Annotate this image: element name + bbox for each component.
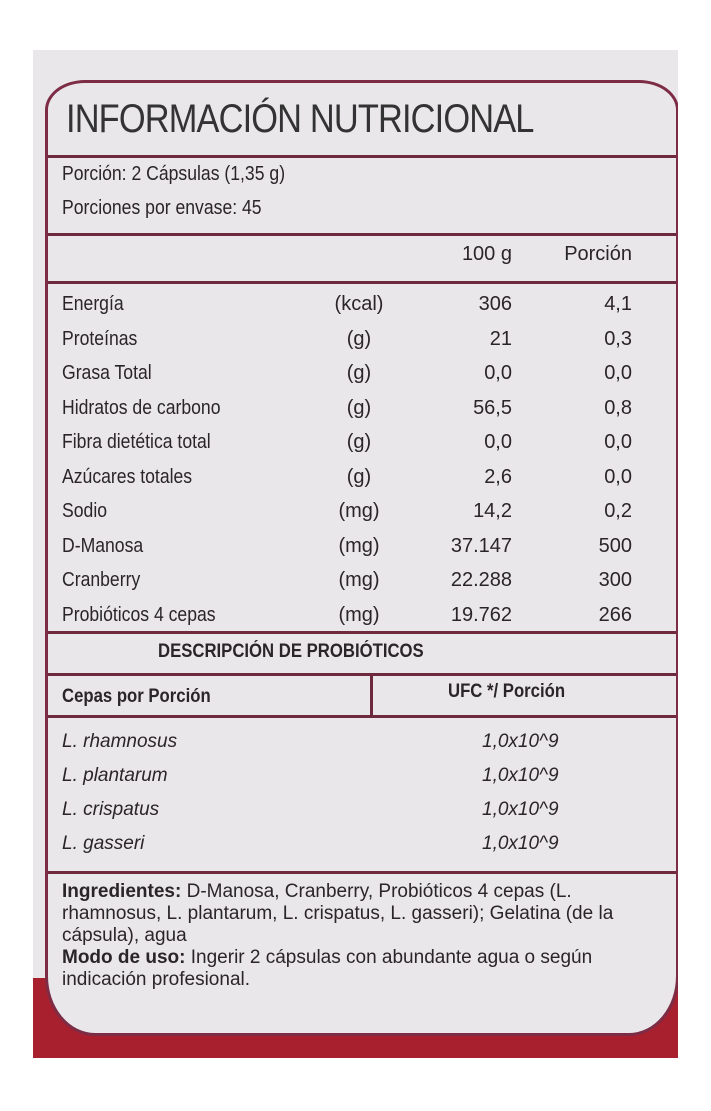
- nutrient-name: Hidratos de carbono: [62, 396, 221, 419]
- nutrient-per100: 0,0: [484, 431, 512, 453]
- nutrient-per-serving: 300: [598, 569, 632, 591]
- nutrient-unit: (g): [346, 465, 372, 488]
- nutrient-name: Grasa Total: [62, 362, 152, 384]
- nutrient-per100: 37.147: [450, 534, 512, 557]
- divider: [48, 281, 676, 284]
- ingredients-text: D-Manosa, Cranberry, Probióticos 4 cepas…: [62, 881, 614, 946]
- col-cfu: UFC */ Porción: [448, 681, 566, 702]
- probiotics-heading: DESCRIPCIÓN DE PROBIÓTICOS: [158, 641, 424, 662]
- nutrient-per-serving: 500: [598, 534, 632, 557]
- label-title: INFORMACIÓN NUTRICIONAL: [66, 97, 534, 141]
- nutrient-per100: 22.288: [450, 569, 512, 591]
- divider: [48, 871, 676, 874]
- nutrient-name: Azúcares totales: [62, 465, 193, 488]
- strain-cfu: 1,0x10^9: [482, 765, 559, 786]
- nutrient-per100: 56,5: [473, 396, 512, 419]
- nutrient-per100: 0,0: [484, 362, 512, 384]
- column-header-row: 100 g Porción: [62, 243, 662, 277]
- divider: [48, 715, 676, 718]
- nutrient-unit: (g): [346, 431, 372, 453]
- nutrient-name: Energía: [62, 293, 124, 315]
- nutrient-unit: (mg): [338, 569, 380, 591]
- nutrient-per-serving: 0,2: [604, 500, 632, 522]
- divider: [48, 673, 676, 676]
- nutrient-unit: (mg): [338, 500, 380, 522]
- strain-cfu: 1,0x10^9: [482, 731, 559, 752]
- nutrient-per-serving: 0,0: [604, 465, 632, 488]
- usage-text: Ingerir 2 cápsulas con abundante agua o …: [62, 947, 593, 990]
- nutrient-row: Cranberry (mg) 22.288 300: [62, 569, 662, 603]
- nutrient-per100: 21: [489, 327, 512, 350]
- nutrient-per-serving: 266: [598, 603, 632, 626]
- strain-cfu: 1,0x10^9: [482, 833, 559, 854]
- col-per100: 100 g: [461, 243, 512, 265]
- nutrient-name: Sodio: [62, 500, 108, 522]
- nutrient-name: Cranberry: [62, 569, 141, 591]
- nutrient-name: Fibra dietética total: [62, 431, 211, 453]
- nutrient-unit: (mg): [338, 534, 380, 557]
- strain-cfu: 1,0x10^9: [482, 799, 559, 820]
- strain-name: L. rhamnosus: [62, 731, 178, 752]
- label-photo: INFORMACIÓN NUTRICIONAL Porción: 2 Cápsu…: [33, 50, 678, 1058]
- nutrition-label: INFORMACIÓN NUTRICIONAL Porción: 2 Cápsu…: [45, 80, 678, 1036]
- nutrient-row: Hidratos de carbono (g) 56,5 0,8: [62, 397, 662, 431]
- nutrient-name: Proteínas: [62, 327, 138, 350]
- col-strain: Cepas por Porción: [62, 686, 211, 707]
- divider: [48, 631, 676, 634]
- strain-row: L. crispatus 1,0x10^9: [62, 799, 622, 833]
- nutrient-row: Azúcares totales (g) 2,6 0,0: [62, 466, 662, 500]
- nutrient-unit: (g): [346, 362, 372, 384]
- nutrient-unit: (g): [346, 327, 372, 350]
- nutrient-per100: 14,2: [473, 500, 512, 522]
- strain-row: L. rhamnosus 1,0x10^9: [62, 731, 622, 765]
- ingredients: Ingredientes: D-Manosa, Cranberry, Probi…: [62, 881, 662, 947]
- nutrient-per-serving: 0,8: [604, 396, 632, 419]
- strain-name: L. gasseri: [62, 833, 145, 854]
- nutrient-per100: 306: [478, 293, 512, 315]
- usage: Modo de uso: Ingerir 2 cápsulas con abun…: [62, 947, 662, 991]
- usage-label: Modo de uso:: [62, 947, 186, 968]
- nutrient-per-serving: 4,1: [604, 293, 632, 315]
- strain-name: L. plantarum: [62, 765, 168, 786]
- nutrient-row: Fibra dietética total (g) 0,0 0,0: [62, 431, 662, 465]
- nutrient-row: Proteínas (g) 21 0,3: [62, 328, 662, 362]
- strain-row: L. gasseri 1,0x10^9: [62, 833, 622, 867]
- nutrient-per100: 2,6: [484, 465, 512, 488]
- serving-size: Porción: 2 Cápsulas (1,35 g): [62, 163, 286, 185]
- nutrient-per-serving: 0,0: [604, 431, 632, 453]
- nutrient-row: Probióticos 4 cepas (mg) 19.762 266: [62, 604, 662, 638]
- nutrient-row: Sodio (mg) 14,2 0,2: [62, 500, 662, 534]
- nutrient-row: D-Manosa (mg) 37.147 500: [62, 535, 662, 569]
- nutrient-unit: (g): [346, 396, 372, 419]
- nutrient-unit: (mg): [338, 603, 380, 626]
- strain-row: L. plantarum 1,0x10^9: [62, 765, 622, 799]
- nutrient-name: Probióticos 4 cepas: [62, 603, 216, 626]
- strain-name: L. crispatus: [62, 799, 160, 820]
- servings-per-container: Porciones por envase: 45: [62, 197, 262, 219]
- nutrient-per-serving: 0,3: [604, 327, 632, 350]
- col-per-serving: Porción: [564, 243, 632, 265]
- nutrient-per-serving: 0,0: [604, 362, 632, 384]
- ingredients-label: Ingredientes:: [62, 881, 182, 902]
- nutrient-row: Energía (kcal) 306 4,1: [62, 293, 662, 327]
- ingredients-and-usage: Ingredientes: D-Manosa, Cranberry, Probi…: [62, 881, 662, 991]
- divider: [48, 155, 676, 158]
- nutrient-row: Grasa Total (g) 0,0 0,0: [62, 362, 662, 396]
- divider: [370, 673, 373, 715]
- divider: [48, 233, 676, 236]
- nutrient-name: D-Manosa: [62, 534, 144, 557]
- nutrient-unit: (kcal): [334, 293, 384, 315]
- nutrient-per100: 19.762: [450, 603, 512, 626]
